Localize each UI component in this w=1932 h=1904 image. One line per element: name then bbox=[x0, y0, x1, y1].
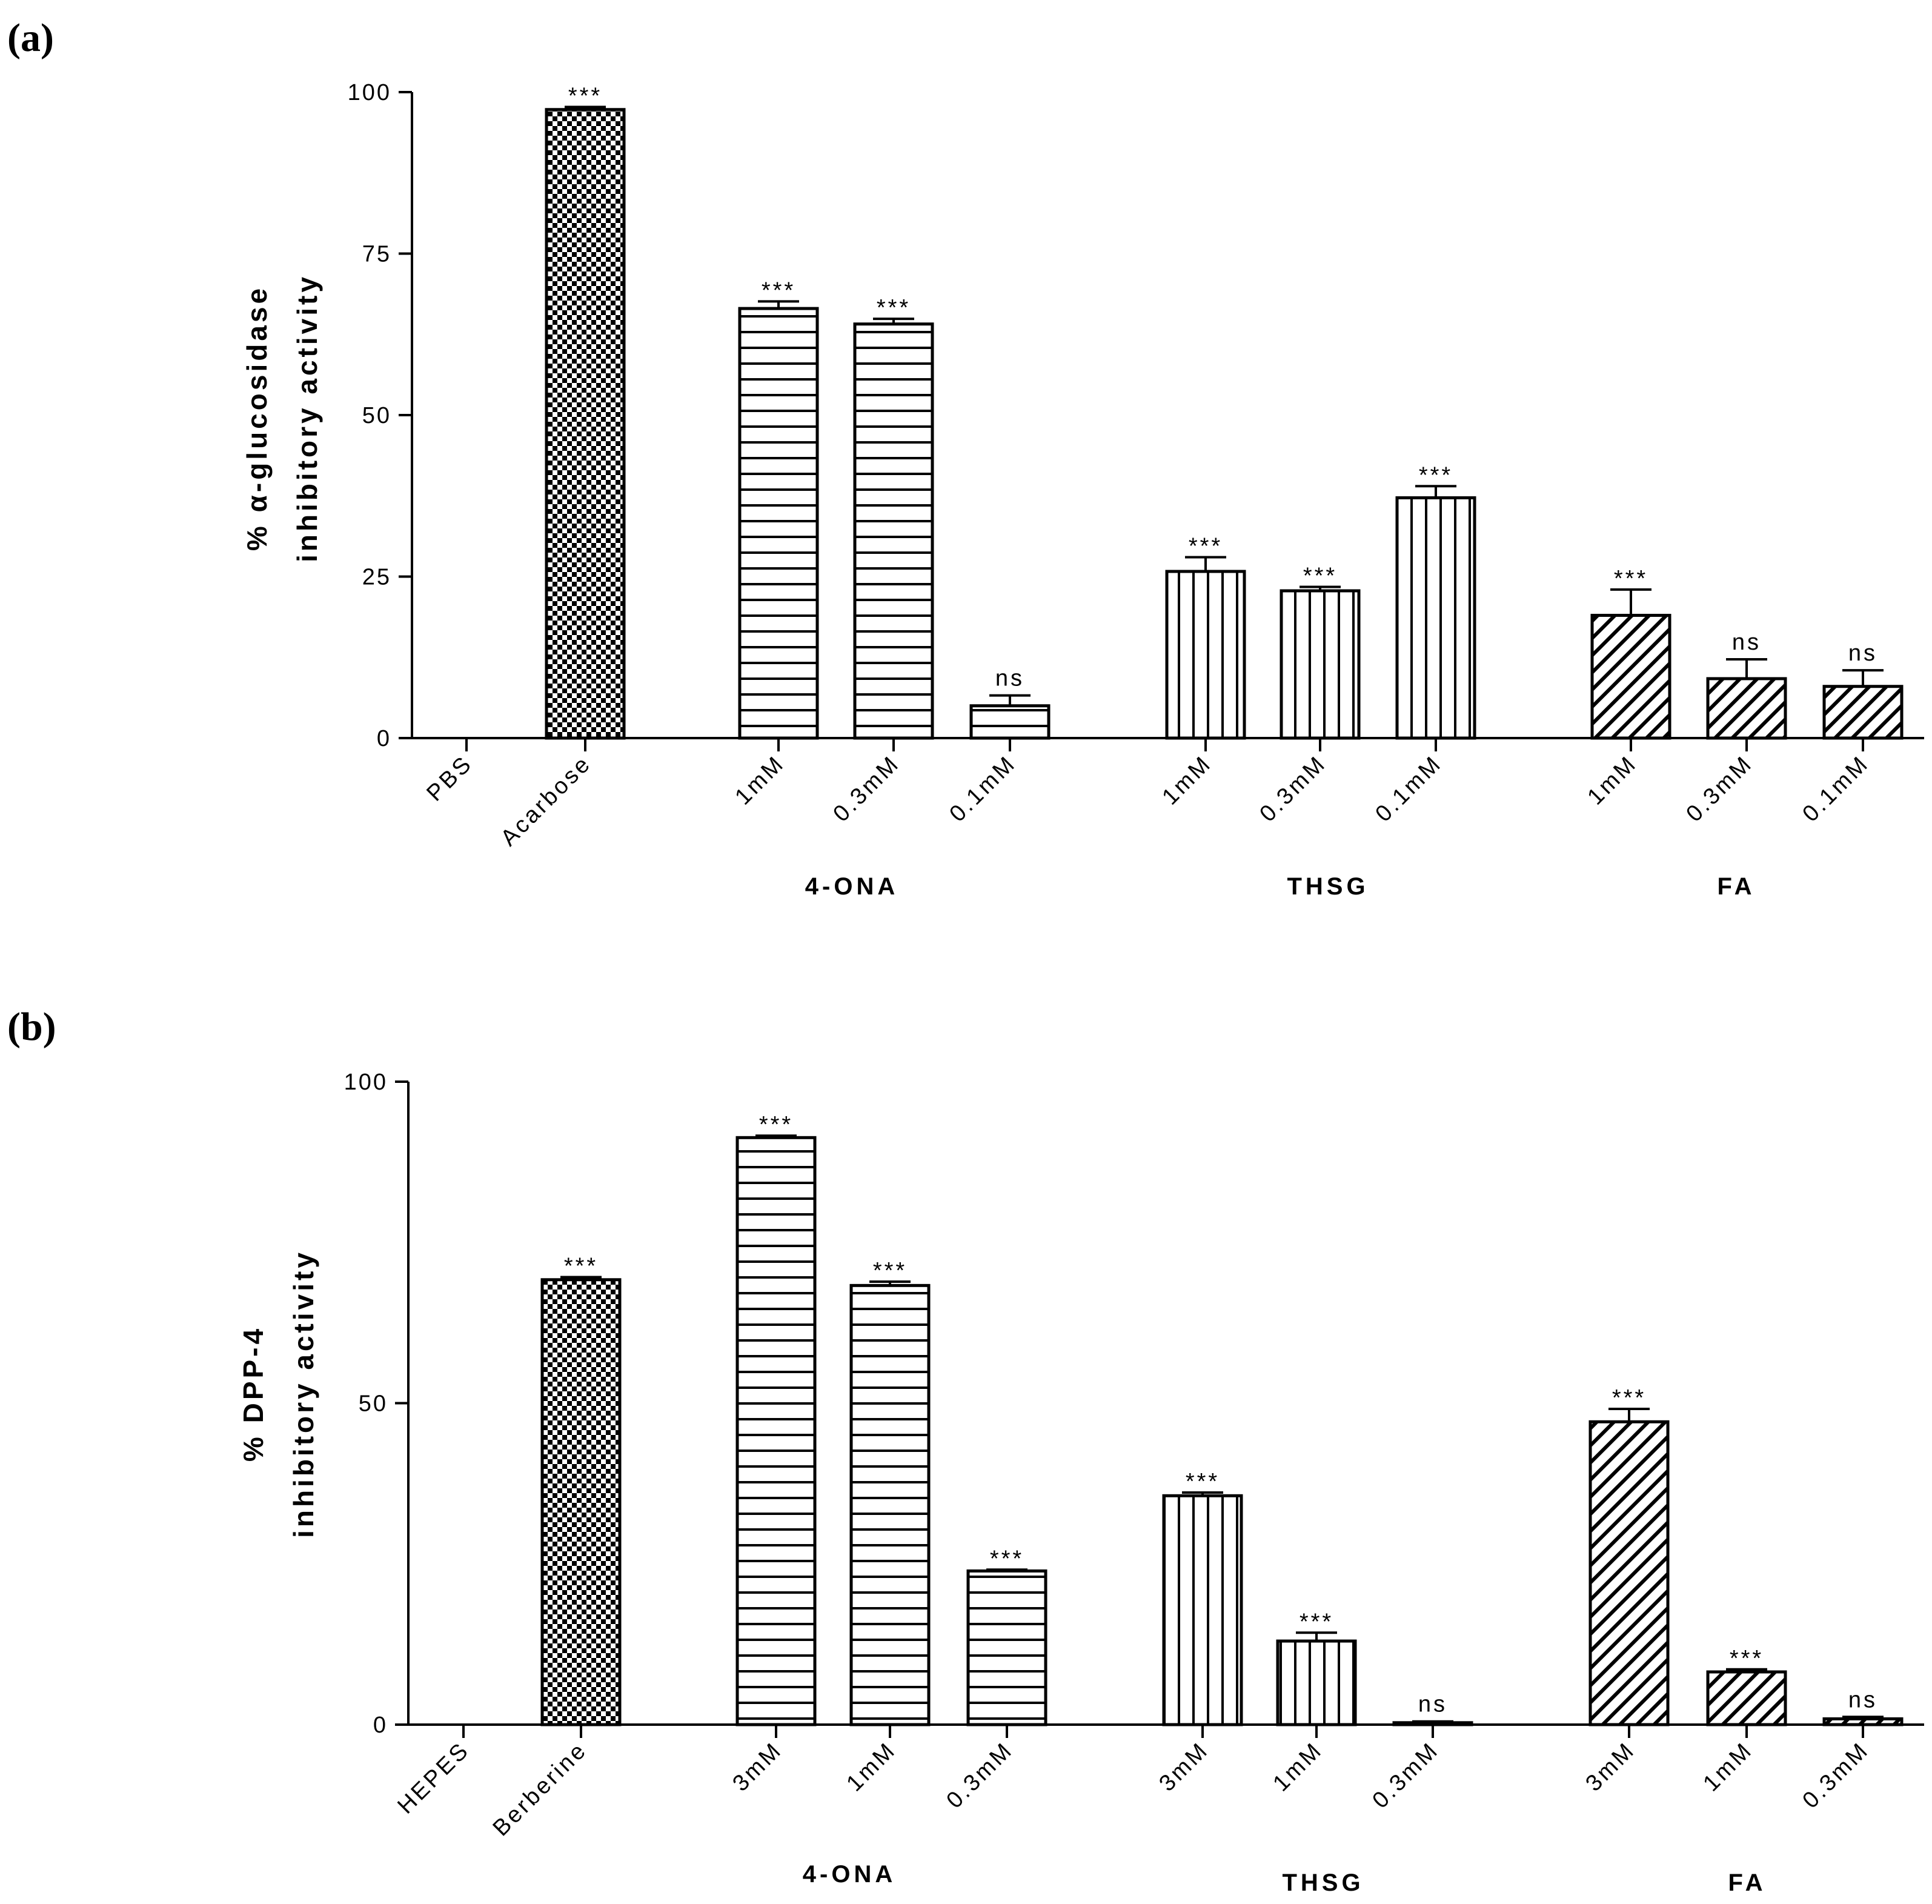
chart-panel-b: % DPP-4 inhibitory activity 4-ONA THSG F… bbox=[237, 1070, 1924, 1896]
bar bbox=[1590, 613, 1671, 740]
y-tick-label: 25 bbox=[362, 565, 391, 590]
y-tick-label: 50 bbox=[362, 403, 391, 428]
bar bbox=[1588, 1420, 1670, 1726]
panel-label-b: (b) bbox=[7, 1005, 56, 1049]
x-category-label: HEPES bbox=[393, 1737, 474, 1819]
y-tick-label: 100 bbox=[344, 1070, 388, 1095]
bar bbox=[1165, 570, 1246, 740]
group-label: FA bbox=[1717, 873, 1755, 900]
significance-label: *** bbox=[564, 1254, 598, 1279]
y-axis-title-line-2: inhibitory activity bbox=[288, 1250, 319, 1538]
significance-label: *** bbox=[990, 1546, 1024, 1571]
x-category-label: 1mM bbox=[1157, 751, 1217, 810]
group-label: THSG bbox=[1282, 1869, 1364, 1896]
bar bbox=[735, 1136, 817, 1726]
x-category-label: 0.1mM bbox=[1798, 751, 1874, 827]
significance-label: ns bbox=[1418, 1692, 1447, 1717]
x-category-label: 0.3mM bbox=[1255, 751, 1331, 827]
group-label: 4-ONA bbox=[805, 873, 898, 900]
x-category-label: 0.1mM bbox=[1370, 751, 1447, 827]
y-axis-title-line-1: % α-glucosidase bbox=[241, 285, 273, 551]
panel-label-a: (a) bbox=[7, 16, 54, 60]
x-category-label: 1mM bbox=[1268, 1737, 1327, 1797]
bar bbox=[1276, 1639, 1357, 1726]
significance-label: *** bbox=[1419, 462, 1453, 488]
bar bbox=[853, 322, 934, 740]
bar bbox=[1395, 496, 1476, 740]
group-label: THSG bbox=[1287, 873, 1369, 900]
bar bbox=[1706, 1670, 1787, 1726]
bar bbox=[738, 307, 819, 740]
chart-panel-a: % α-glucosidase inhibitory activity 4-ON… bbox=[241, 80, 1924, 900]
significance-label: *** bbox=[1614, 566, 1648, 591]
x-category-label: 3mM bbox=[1581, 1737, 1640, 1797]
significance-label: *** bbox=[762, 278, 795, 303]
bar bbox=[1392, 1721, 1473, 1726]
x-category-label: Berberine bbox=[488, 1737, 593, 1842]
significance-label: *** bbox=[1612, 1385, 1646, 1411]
significance-label: *** bbox=[568, 84, 602, 109]
y-axis-title-line-1: % DPP-4 bbox=[237, 1326, 269, 1462]
x-category-label: 1mM bbox=[730, 751, 789, 810]
bar bbox=[545, 108, 626, 740]
group-label: 4-ONA bbox=[803, 1861, 896, 1888]
y-axis-title-line-2: inhibitory activity bbox=[291, 274, 323, 562]
bar bbox=[1280, 589, 1361, 740]
bar bbox=[966, 1569, 1047, 1726]
x-category-label: 1mM bbox=[1582, 751, 1642, 810]
x-category-label: PBS bbox=[422, 751, 477, 807]
bar bbox=[1706, 677, 1787, 740]
y-tick-label: 100 bbox=[348, 80, 391, 105]
bar bbox=[540, 1278, 622, 1726]
x-category-label: 1mM bbox=[1698, 1737, 1758, 1797]
x-category-label: 0.3mM bbox=[1798, 1737, 1874, 1814]
bar bbox=[1162, 1494, 1243, 1726]
significance-label: *** bbox=[873, 1258, 907, 1283]
x-category-label: Acarbose bbox=[496, 751, 597, 851]
significance-label: ns bbox=[1848, 641, 1877, 666]
x-category-label: 3mM bbox=[728, 1737, 787, 1797]
x-category-label: 0.3mM bbox=[941, 1737, 1018, 1814]
significance-label: ns bbox=[1732, 630, 1761, 655]
significance-label: ns bbox=[1848, 1687, 1877, 1713]
significance-label: *** bbox=[1189, 534, 1223, 559]
x-category-label: 0.1mM bbox=[944, 751, 1021, 827]
bar bbox=[1822, 685, 1904, 740]
x-category-label: 0.3mM bbox=[1367, 1737, 1444, 1814]
y-tick-label: 75 bbox=[362, 242, 391, 267]
y-tick-label: 50 bbox=[359, 1391, 388, 1417]
significance-label: *** bbox=[1300, 1609, 1333, 1634]
significance-label: *** bbox=[1730, 1646, 1764, 1671]
significance-label: *** bbox=[759, 1112, 793, 1137]
x-category-label: 0.3mM bbox=[828, 751, 905, 827]
significance-label: *** bbox=[1303, 564, 1337, 589]
x-category-label: 3mM bbox=[1154, 1737, 1213, 1797]
group-label: FA bbox=[1728, 1869, 1766, 1896]
y-tick-label: 0 bbox=[373, 1713, 388, 1738]
bar bbox=[849, 1283, 931, 1726]
x-category-label: 1mM bbox=[842, 1737, 901, 1797]
significance-label: *** bbox=[1186, 1469, 1220, 1494]
significance-label: *** bbox=[877, 295, 911, 321]
y-tick-label: 0 bbox=[377, 726, 391, 751]
x-category-label: 0.3mM bbox=[1681, 751, 1758, 827]
bar bbox=[1822, 1717, 1904, 1726]
bar bbox=[969, 704, 1051, 740]
significance-label: ns bbox=[995, 666, 1024, 691]
